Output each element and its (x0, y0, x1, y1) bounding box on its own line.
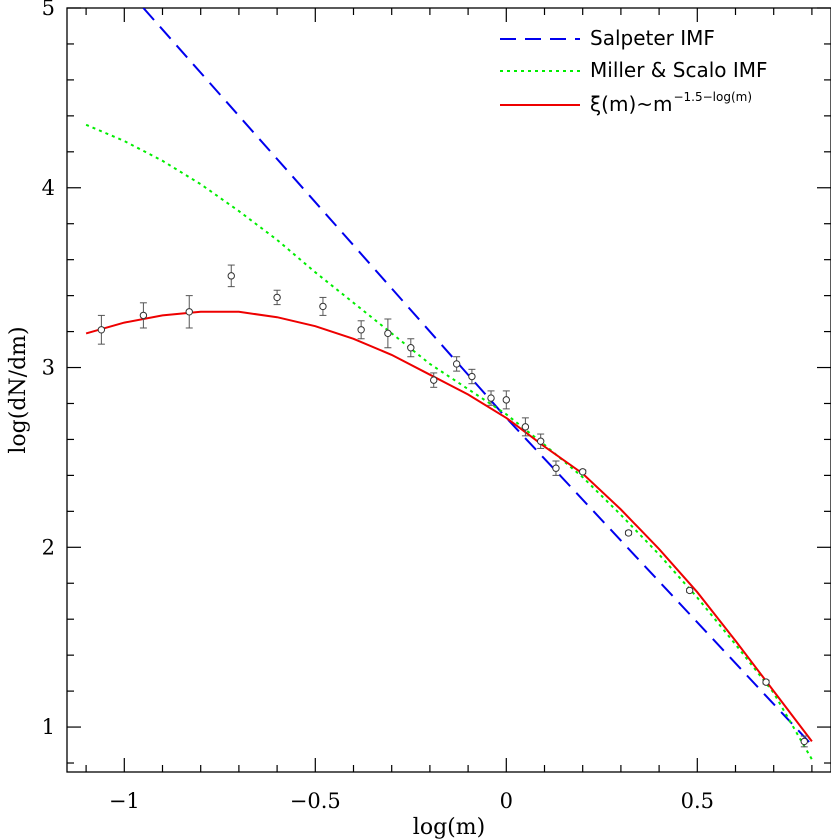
data-point (685, 586, 694, 595)
y-tick-label: 4 (42, 176, 55, 200)
data-point (319, 302, 327, 311)
observed-data-points (97, 264, 808, 748)
axis-ticks (67, 7, 831, 772)
data-point (502, 396, 510, 404)
y-tick-label: 3 (42, 356, 55, 380)
data-point (185, 308, 193, 316)
data-point (273, 293, 281, 302)
y-axis-label: log(dN/dm) (6, 326, 31, 453)
legend-label: ξ(m)~m−1.5−log(m) (590, 90, 752, 116)
legend-label: Salpeter IMF (590, 26, 715, 50)
legend: Salpeter IMF Miller & Scalo IMF ξ(m)~m−1.5… (500, 26, 768, 116)
y-tick-label: 2 (42, 535, 55, 559)
data-point (139, 311, 148, 320)
data-point (624, 529, 633, 537)
legend-superscript: −1.5−log(m) (673, 90, 752, 104)
axis-tick-labels: −1 −0.5 0 0.5 1 2 3 4 5 (42, 0, 714, 813)
data-point (357, 326, 365, 334)
data-point (452, 360, 461, 368)
data-point (384, 329, 392, 338)
series-line (85, 310, 813, 743)
data-point (800, 737, 808, 746)
series-line (85, 123, 813, 760)
x-axis-label: log(m) (413, 815, 485, 840)
data-point (227, 272, 235, 280)
data-point (762, 678, 770, 686)
data-point (97, 326, 106, 334)
x-tick-label: −1 (109, 789, 140, 813)
data-point (521, 423, 530, 431)
data-point (579, 468, 587, 476)
data-point (487, 394, 495, 402)
series-line (142, 8, 813, 746)
y-tick-label: 5 (42, 0, 55, 20)
data-point (468, 372, 476, 381)
x-tick-label: 0.5 (681, 789, 714, 813)
plot-frame (66, 7, 831, 773)
data-point (407, 344, 415, 352)
data-point (536, 437, 545, 445)
data-point (552, 464, 560, 472)
x-tick-label: −0.5 (290, 789, 341, 813)
data-point (430, 376, 438, 384)
legend-label: Miller & Scalo IMF (590, 58, 768, 82)
x-tick-label: 0 (500, 789, 513, 813)
y-tick-label: 1 (42, 715, 55, 739)
model-curves (85, 8, 813, 760)
